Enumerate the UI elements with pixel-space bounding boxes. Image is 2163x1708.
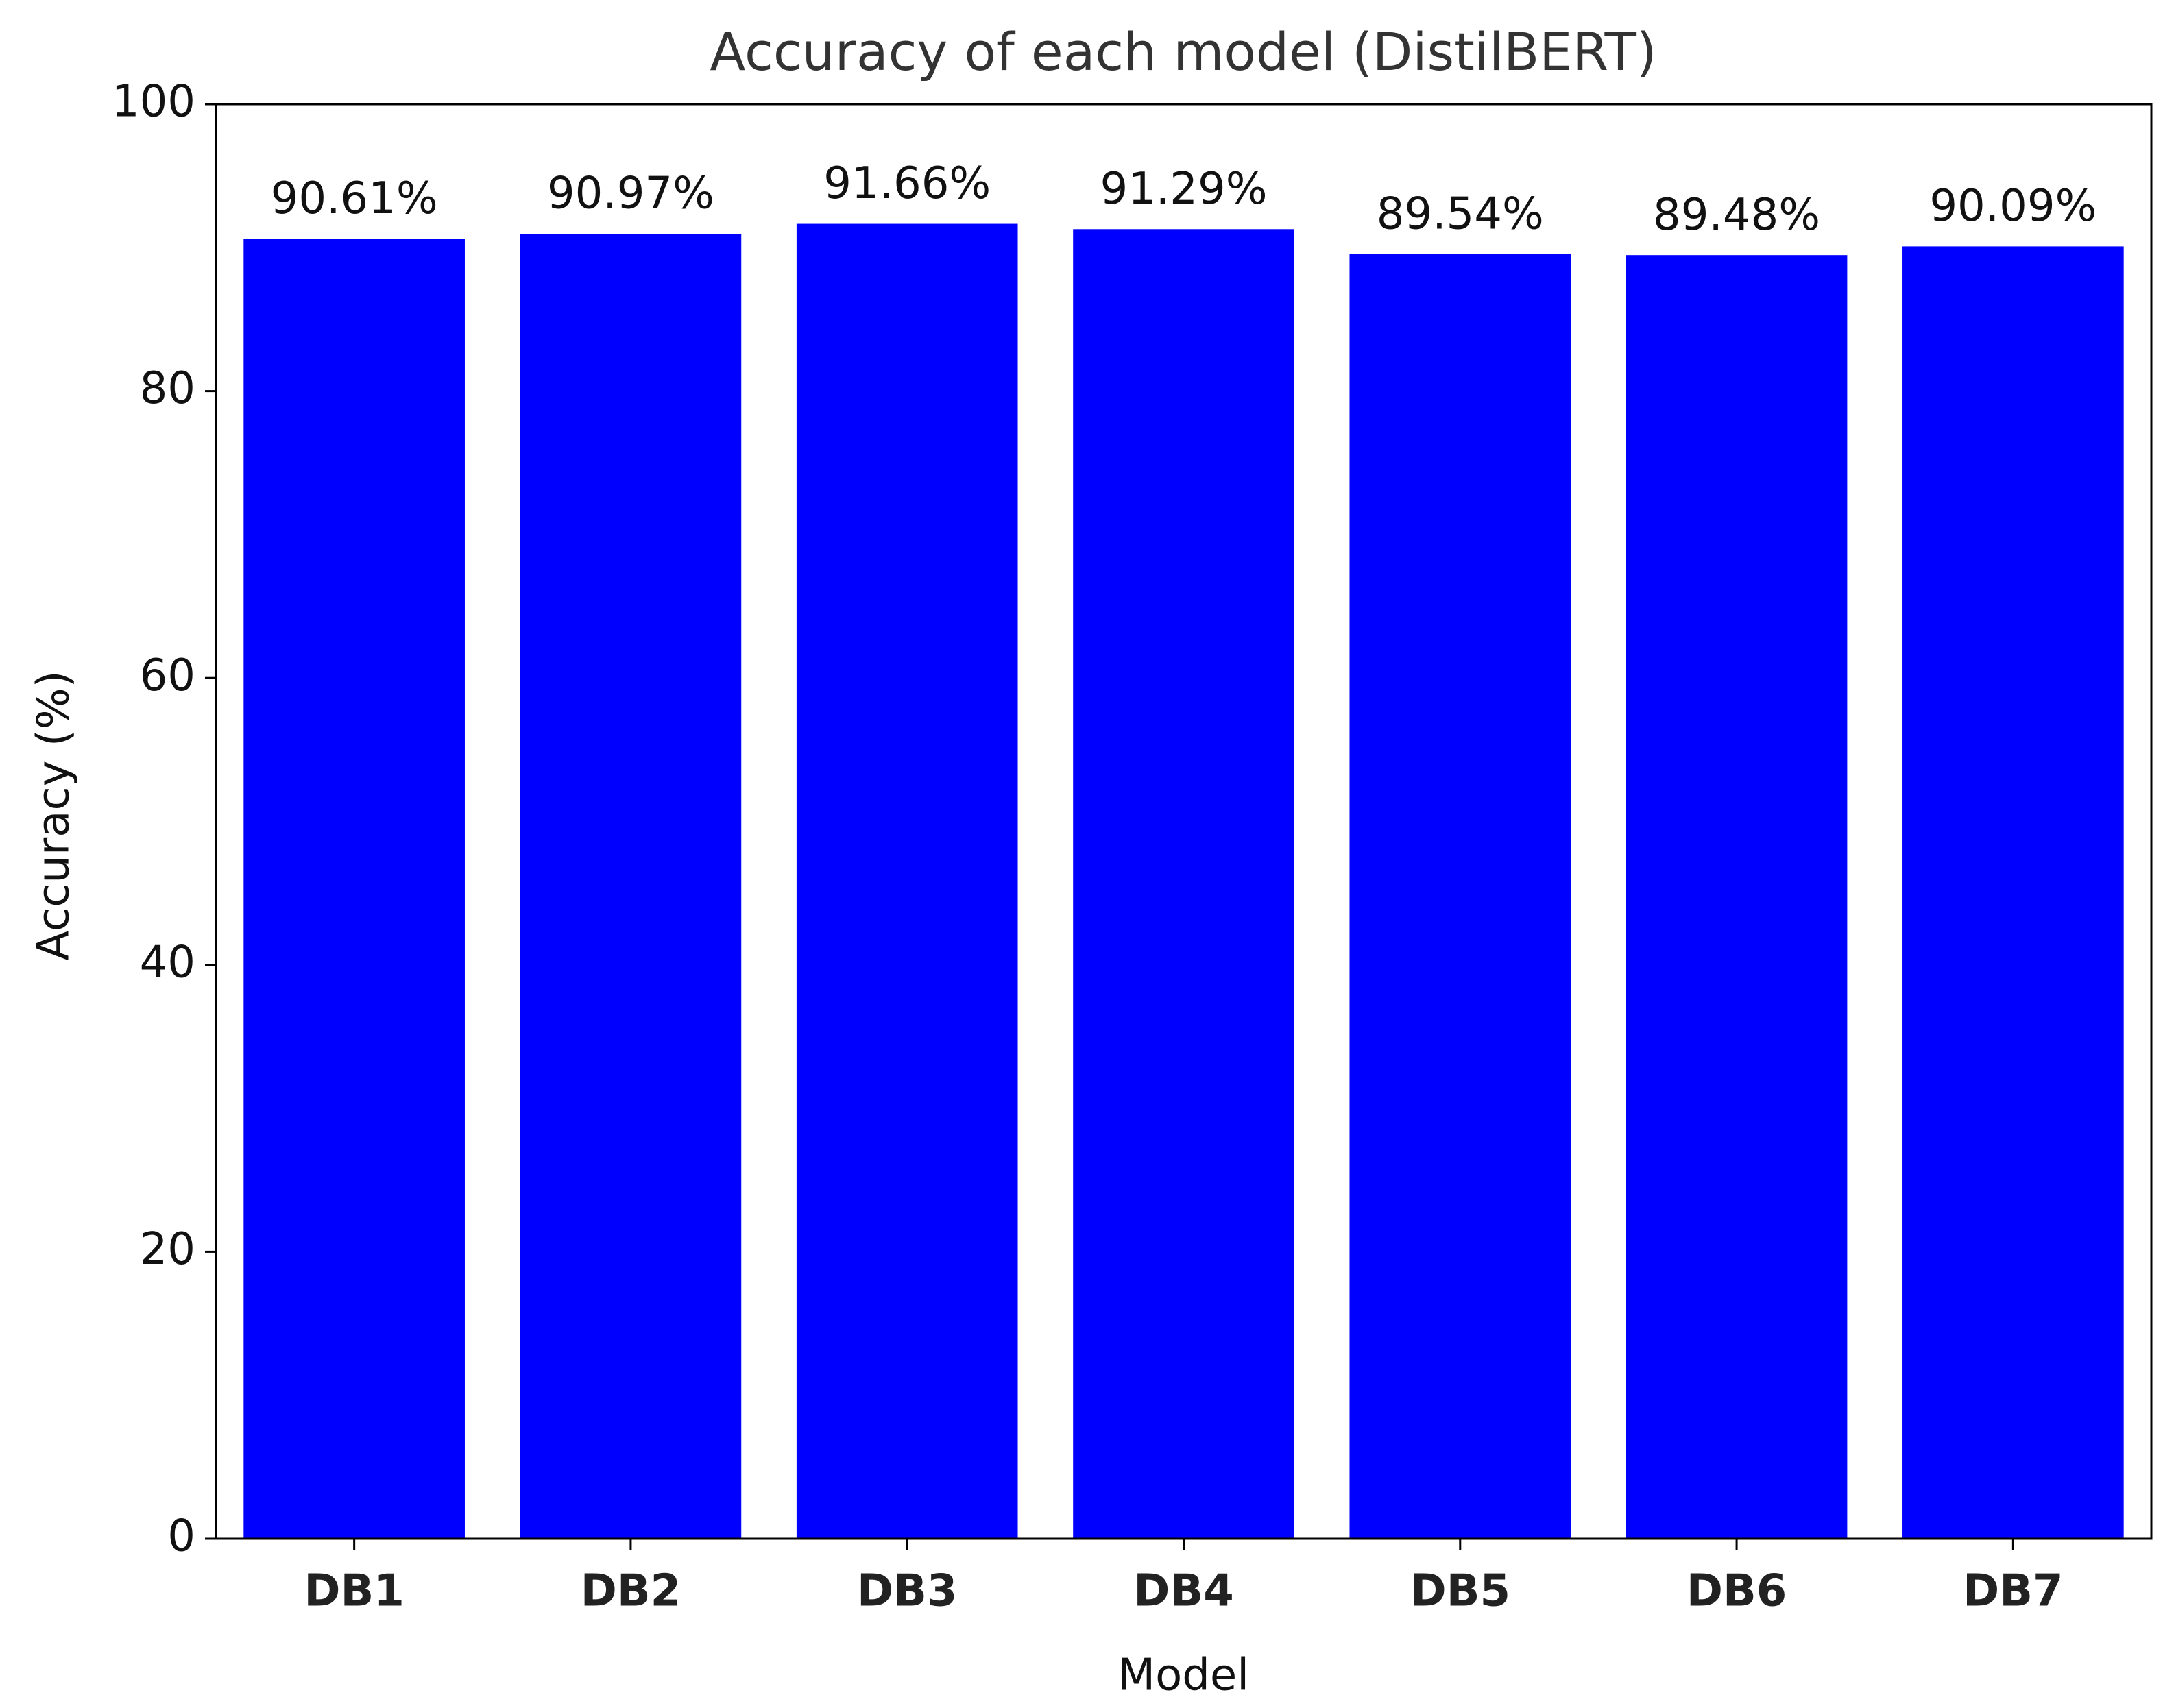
y-tick-label: 80 xyxy=(140,363,195,414)
y-tick-label: 20 xyxy=(140,1224,195,1275)
y-tick-label: 40 xyxy=(140,937,195,988)
y-tick-label: 0 xyxy=(167,1511,195,1562)
x-tick-label: DB1 xyxy=(304,1566,404,1617)
x-axis-label: Model xyxy=(1117,1650,1249,1701)
bar xyxy=(520,233,742,1539)
y-tick-label: 60 xyxy=(140,650,195,701)
y-tick-label: 100 xyxy=(112,77,195,127)
data-label: 91.29% xyxy=(1100,164,1267,215)
x-tick-label: DB5 xyxy=(1410,1566,1510,1617)
data-label: 91.66% xyxy=(823,158,991,209)
x-tick-label: DB3 xyxy=(857,1566,957,1617)
data-label: 90.61% xyxy=(271,173,438,224)
x-tick-label: DB2 xyxy=(581,1566,681,1617)
x-tick-label: DB6 xyxy=(1687,1566,1787,1617)
plot-frame xyxy=(215,103,2153,1540)
chart-title: Accuracy of each model (DistilBERT) xyxy=(710,21,1656,82)
bar xyxy=(1626,255,1848,1539)
bar xyxy=(1349,254,1571,1539)
y-axis-label: Accuracy (%) xyxy=(29,670,80,960)
bar xyxy=(1902,246,2124,1539)
data-label: 90.97% xyxy=(547,169,714,219)
bar xyxy=(796,223,1018,1539)
data-label: 89.54% xyxy=(1377,189,1544,240)
x-tick-label: DB4 xyxy=(1133,1566,1233,1617)
data-label: 89.48% xyxy=(1653,190,1820,241)
bar xyxy=(243,239,465,1539)
data-label: 90.09% xyxy=(1929,181,2096,232)
bar xyxy=(1073,229,1294,1539)
x-tick-label: DB7 xyxy=(1963,1566,2063,1617)
